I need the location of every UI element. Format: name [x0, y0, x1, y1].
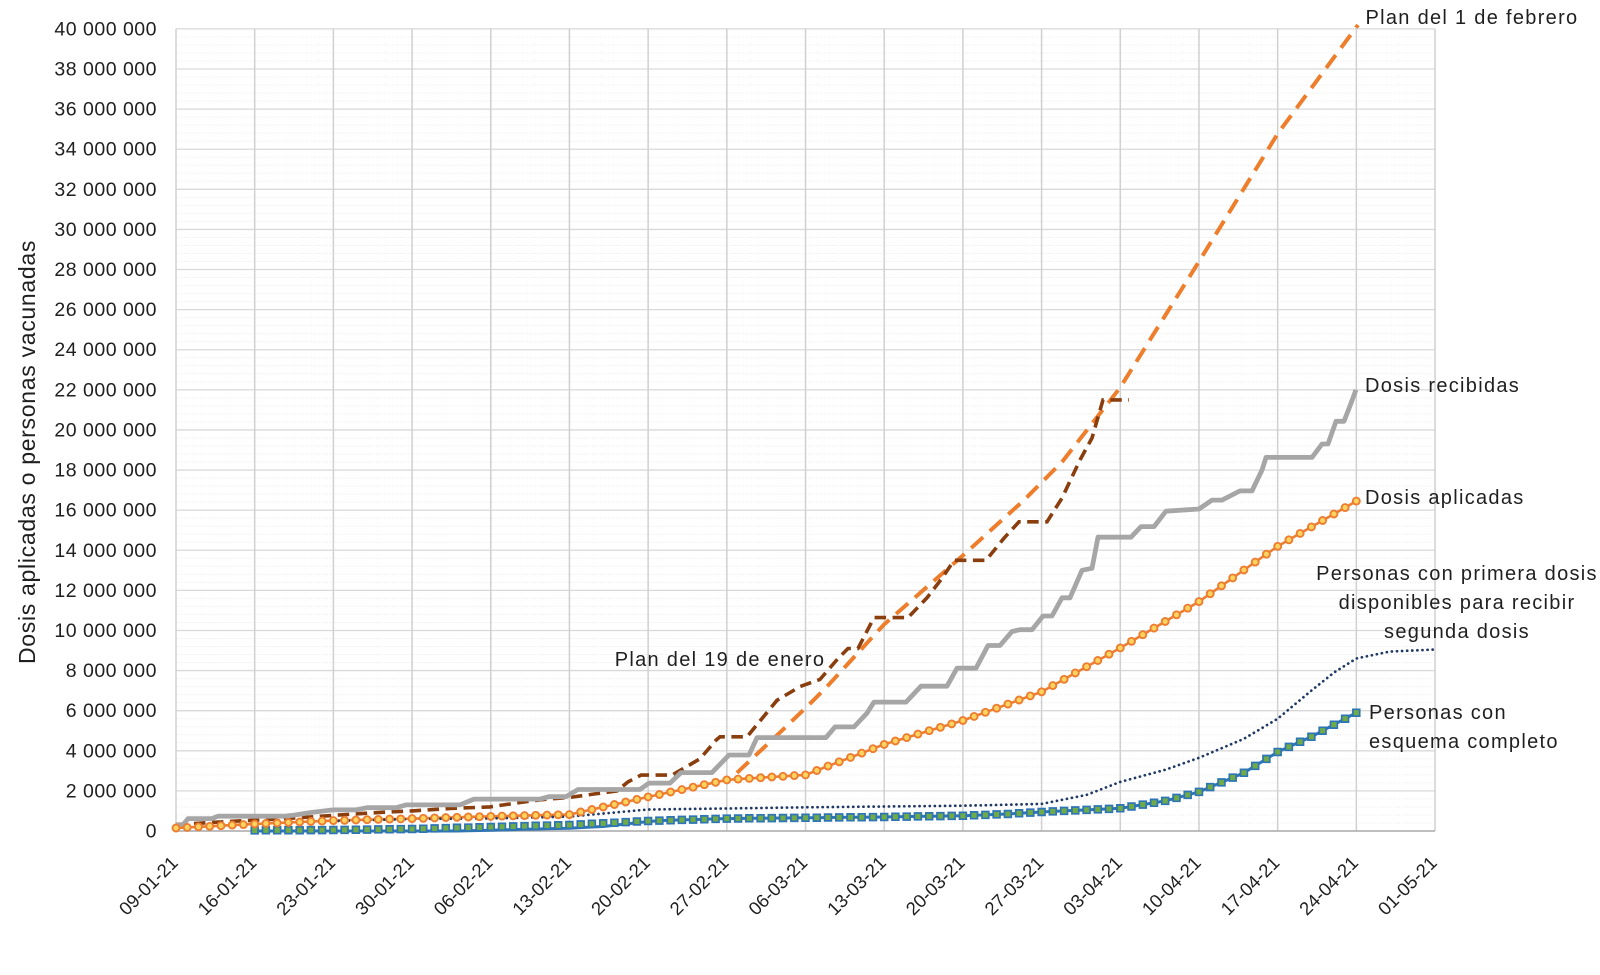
svg-text:20 000 000: 20 000 000: [54, 420, 157, 442]
svg-text:Dosis aplicadas: Dosis aplicadas: [1365, 487, 1525, 509]
svg-text:Personas con: Personas con: [1369, 702, 1507, 724]
svg-text:34 000 000: 34 000 000: [54, 139, 157, 161]
svg-text:18 000 000: 18 000 000: [54, 460, 157, 482]
svg-text:24 000 000: 24 000 000: [54, 339, 157, 361]
svg-text:Plan del 1 de febrero: Plan del 1 de febrero: [1366, 7, 1579, 29]
svg-text:esquema completo: esquema completo: [1369, 731, 1559, 753]
svg-text:Dosis recibidas: Dosis recibidas: [1365, 375, 1520, 397]
svg-text:6 000 000: 6 000 000: [66, 700, 157, 722]
svg-text:Personas con primera dosis: Personas con primera dosis: [1316, 563, 1598, 585]
svg-text:36 000 000: 36 000 000: [54, 99, 157, 121]
svg-text:30 000 000: 30 000 000: [54, 219, 157, 241]
svg-text:Dosis aplicadas o personas vac: Dosis aplicadas o personas vacunadas: [14, 240, 40, 664]
svg-text:10 000 000: 10 000 000: [54, 620, 157, 642]
svg-text:26 000 000: 26 000 000: [54, 299, 157, 321]
svg-text:32 000 000: 32 000 000: [54, 179, 157, 201]
svg-text:2 000 000: 2 000 000: [66, 780, 157, 802]
svg-text:38 000 000: 38 000 000: [54, 59, 157, 81]
svg-text:Plan del 19 de enero: Plan del 19 de enero: [615, 649, 826, 671]
svg-text:segunda dosis: segunda dosis: [1384, 621, 1530, 643]
svg-text:12 000 000: 12 000 000: [54, 580, 157, 602]
svg-text:14 000 000: 14 000 000: [54, 540, 157, 562]
svg-text:22 000 000: 22 000 000: [54, 379, 157, 401]
svg-text:28 000 000: 28 000 000: [54, 259, 157, 281]
svg-text:40 000 000: 40 000 000: [54, 18, 157, 40]
svg-text:4 000 000: 4 000 000: [66, 740, 157, 762]
svg-text:16 000 000: 16 000 000: [54, 500, 157, 522]
svg-text:0: 0: [146, 821, 157, 843]
svg-text:8 000 000: 8 000 000: [66, 660, 157, 682]
svg-text:disponibles para recibir: disponibles para recibir: [1339, 592, 1576, 614]
